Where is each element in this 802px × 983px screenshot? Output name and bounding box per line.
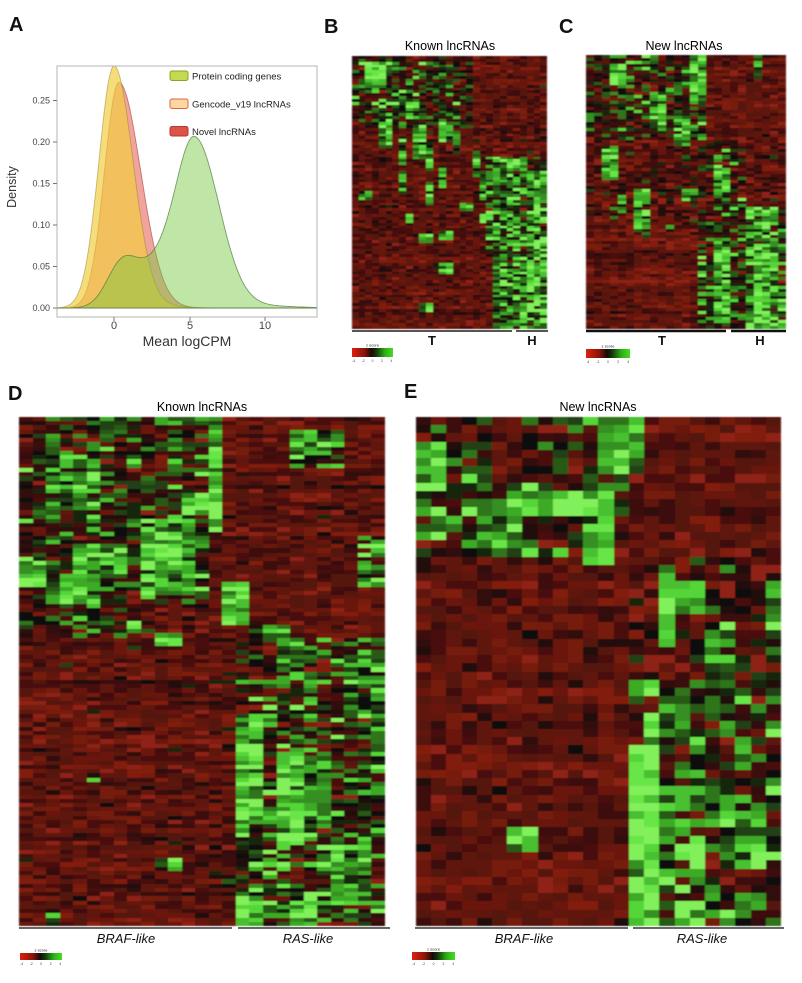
- svg-text:5: 5: [187, 320, 193, 332]
- svg-text:-2: -2: [596, 360, 599, 364]
- svg-text:Known lncRNAs: Known lncRNAs: [157, 400, 247, 414]
- svg-text:0.10: 0.10: [32, 220, 50, 230]
- svg-text:T: T: [658, 333, 666, 348]
- svg-text:z score: z score: [366, 343, 380, 348]
- svg-text:10: 10: [259, 320, 271, 332]
- svg-text:z score: z score: [427, 947, 441, 952]
- svg-text:0.00: 0.00: [32, 303, 50, 313]
- svg-text:Known lncRNAs: Known lncRNAs: [405, 39, 495, 53]
- svg-text:2: 2: [50, 962, 52, 966]
- svg-text:2: 2: [443, 962, 445, 966]
- svg-text:0: 0: [111, 320, 117, 332]
- svg-text:-2: -2: [422, 962, 425, 966]
- svg-text:0: 0: [607, 360, 609, 364]
- svg-text:T: T: [428, 333, 436, 348]
- svg-text:4: 4: [452, 962, 454, 966]
- svg-text:2: 2: [617, 360, 619, 364]
- svg-text:Gencode_v19 lncRNAs: Gencode_v19 lncRNAs: [192, 100, 291, 111]
- svg-text:New lncRNAs: New lncRNAs: [559, 400, 636, 414]
- svg-text:-4: -4: [352, 359, 355, 363]
- svg-text:New lncRNAs: New lncRNAs: [645, 39, 722, 53]
- svg-text:z score: z score: [35, 948, 49, 953]
- svg-text:C: C: [559, 16, 573, 38]
- svg-text:RAS-like: RAS-like: [677, 931, 728, 946]
- svg-text:Novel lncRNAs: Novel lncRNAs: [192, 127, 256, 138]
- svg-text:0: 0: [433, 962, 435, 966]
- svg-text:Mean logCPM: Mean logCPM: [143, 333, 232, 349]
- svg-text:4: 4: [627, 360, 629, 364]
- svg-text:H: H: [755, 333, 764, 348]
- svg-text:0: 0: [372, 359, 374, 363]
- svg-text:BRAF-like: BRAF-like: [97, 931, 156, 946]
- svg-text:2: 2: [381, 359, 383, 363]
- svg-text:0.05: 0.05: [32, 261, 50, 271]
- svg-text:Density: Density: [5, 165, 19, 207]
- svg-text:E: E: [404, 381, 417, 403]
- svg-text:-4: -4: [20, 962, 23, 966]
- svg-text:z score: z score: [602, 344, 616, 349]
- svg-text:4: 4: [391, 359, 393, 363]
- svg-text:0: 0: [40, 962, 42, 966]
- svg-text:BRAF-like: BRAF-like: [495, 931, 554, 946]
- svg-text:0.15: 0.15: [32, 178, 50, 188]
- svg-text:4: 4: [59, 962, 61, 966]
- svg-text:-2: -2: [362, 359, 365, 363]
- svg-text:-4: -4: [412, 962, 415, 966]
- svg-text:B: B: [324, 16, 338, 38]
- svg-text:A: A: [9, 14, 23, 36]
- svg-text:-4: -4: [586, 360, 589, 364]
- svg-text:D: D: [8, 383, 22, 405]
- svg-text:RAS-like: RAS-like: [283, 931, 334, 946]
- svg-text:Protein coding genes: Protein coding genes: [192, 72, 282, 83]
- svg-text:-2: -2: [30, 962, 33, 966]
- svg-text:0.20: 0.20: [32, 137, 50, 147]
- svg-text:H: H: [527, 333, 536, 348]
- svg-text:0.25: 0.25: [32, 95, 50, 105]
